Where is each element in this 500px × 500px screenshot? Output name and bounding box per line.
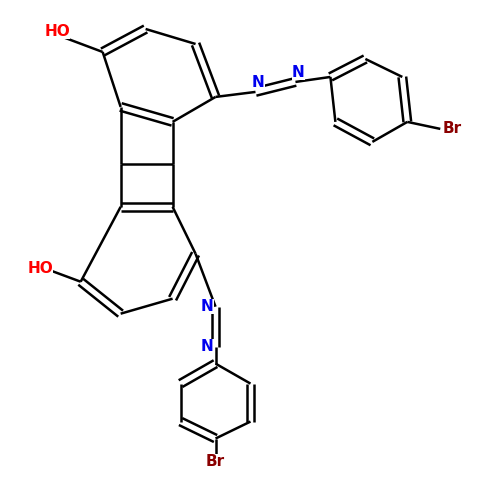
Text: HO: HO [28,261,53,276]
Text: N: N [201,339,213,354]
Text: HO: HO [44,24,70,39]
Text: Br: Br [206,454,225,469]
Text: N: N [292,64,304,80]
Text: N: N [201,299,213,314]
Text: N: N [252,74,264,90]
Text: Br: Br [443,122,462,136]
